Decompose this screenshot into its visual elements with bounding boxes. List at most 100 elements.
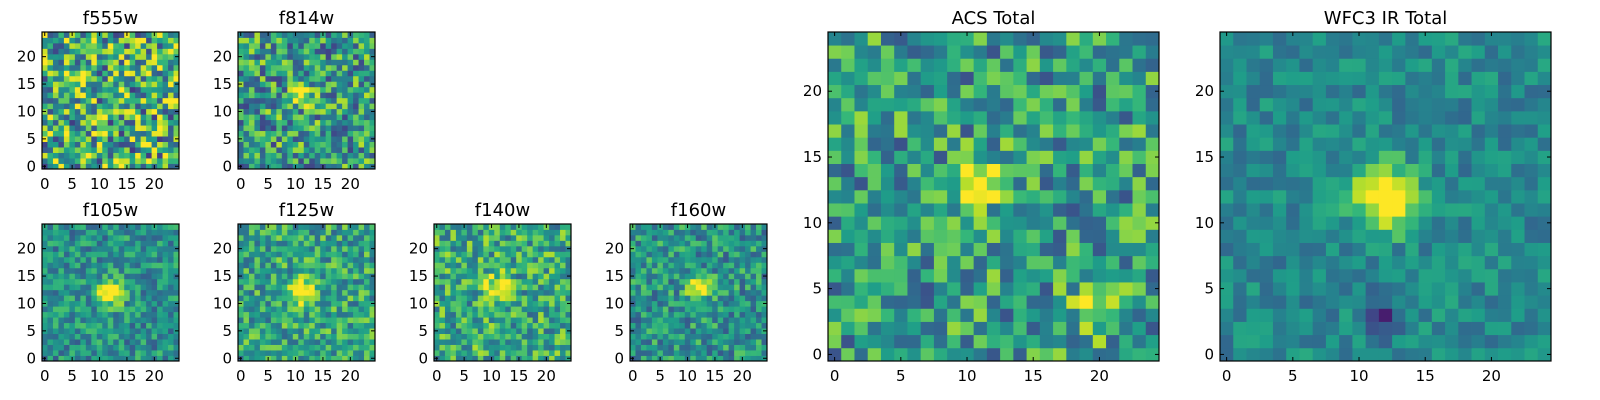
heatmap-cell bbox=[1106, 282, 1120, 296]
heatmap-cell bbox=[1039, 334, 1054, 349]
heatmap-cell bbox=[353, 322, 359, 329]
y-tick-label: 15 bbox=[409, 267, 428, 285]
heatmap-cell bbox=[1092, 32, 1107, 46]
heatmap-cell bbox=[521, 355, 528, 362]
heatmap-cell bbox=[1026, 71, 1041, 86]
heatmap-cell bbox=[1471, 216, 1486, 230]
heatmap-cell bbox=[455, 295, 462, 302]
heatmap-cell bbox=[364, 108, 370, 115]
heatmap-cell bbox=[113, 75, 120, 82]
heatmap-cell bbox=[894, 308, 908, 322]
heatmap-cell bbox=[303, 53, 310, 60]
heatmap-cell bbox=[434, 251, 440, 258]
heatmap-cell bbox=[510, 295, 517, 302]
heatmap-cell bbox=[292, 37, 299, 44]
heatmap-cell bbox=[668, 339, 675, 345]
panel-title: f105w bbox=[83, 200, 138, 221]
heatmap-cell bbox=[947, 71, 961, 86]
heatmap-cell bbox=[1026, 137, 1041, 151]
heatmap-cell bbox=[920, 150, 935, 164]
heatmap-cell bbox=[259, 42, 266, 49]
heatmap-cell bbox=[162, 350, 169, 356]
heatmap-cell bbox=[107, 141, 114, 148]
heatmap-cell bbox=[118, 234, 125, 241]
heatmap-cell bbox=[521, 344, 528, 351]
heatmap-cell bbox=[325, 289, 332, 296]
heatmap-cell bbox=[151, 141, 158, 148]
heatmap-cell bbox=[292, 328, 299, 334]
heatmap-cell bbox=[303, 37, 310, 44]
heatmap-cell bbox=[162, 229, 169, 236]
heatmap-cell bbox=[107, 333, 114, 340]
heatmap-cell bbox=[1272, 176, 1287, 191]
heatmap-cell bbox=[712, 300, 719, 307]
heatmap-cell bbox=[472, 273, 479, 280]
heatmap-cell bbox=[706, 284, 713, 291]
heatmap-cell bbox=[298, 92, 305, 99]
heatmap-cell bbox=[538, 229, 544, 236]
heatmap-cell bbox=[369, 234, 376, 241]
heatmap-cell bbox=[723, 328, 730, 334]
heatmap-cell bbox=[238, 311, 244, 318]
heatmap-cell bbox=[320, 81, 327, 88]
heatmap-cell bbox=[499, 344, 506, 351]
heatmap-cell bbox=[85, 344, 92, 351]
heatmap-cell bbox=[369, 32, 376, 38]
heatmap-cell bbox=[1299, 216, 1314, 230]
heatmap-cell bbox=[1378, 255, 1393, 270]
heatmap-cell bbox=[701, 224, 708, 230]
heatmap-cell bbox=[331, 32, 338, 38]
heatmap-cell bbox=[42, 70, 48, 77]
heatmap-cell bbox=[281, 284, 288, 291]
heatmap-cell bbox=[461, 339, 468, 345]
heatmap-cell bbox=[281, 273, 288, 280]
heatmap-cell bbox=[124, 273, 131, 280]
heatmap-cell bbox=[303, 42, 310, 49]
heatmap-cell bbox=[750, 295, 757, 302]
heatmap-cell bbox=[146, 350, 152, 356]
heatmap-cell bbox=[287, 141, 294, 148]
heatmap-cell bbox=[483, 350, 490, 356]
heatmap-cell bbox=[298, 344, 305, 351]
heatmap-cell bbox=[331, 136, 338, 142]
heatmap-cell bbox=[369, 267, 376, 274]
heatmap-cell bbox=[894, 110, 908, 125]
heatmap-cell bbox=[243, 37, 250, 44]
heatmap-cell bbox=[1132, 176, 1147, 191]
heatmap-cell bbox=[298, 141, 305, 148]
heatmap-cell bbox=[1039, 268, 1054, 283]
heatmap-cell bbox=[320, 130, 327, 137]
heatmap-cell bbox=[854, 308, 869, 322]
heatmap-cell bbox=[358, 86, 365, 93]
heatmap-cell bbox=[907, 124, 922, 138]
heatmap-cell bbox=[298, 86, 305, 93]
heatmap-cell bbox=[761, 333, 768, 340]
heatmap-cell bbox=[466, 262, 473, 269]
heatmap-cell bbox=[494, 234, 501, 241]
heatmap-cell bbox=[630, 344, 636, 351]
heatmap-cell bbox=[173, 267, 180, 274]
heatmap-cell bbox=[113, 92, 120, 99]
heatmap-cell bbox=[303, 163, 310, 170]
heatmap-cell bbox=[723, 278, 730, 285]
heatmap-cell bbox=[135, 344, 142, 351]
heatmap-cell bbox=[455, 251, 462, 258]
heatmap-cell bbox=[1339, 189, 1353, 204]
heatmap-cell bbox=[303, 141, 310, 148]
heatmap-cell bbox=[42, 267, 48, 274]
heatmap-cell bbox=[880, 84, 895, 99]
heatmap-cell bbox=[298, 322, 305, 329]
heatmap-cell bbox=[69, 81, 76, 88]
x-tick-label: 5 bbox=[263, 175, 273, 193]
heatmap-cell bbox=[538, 251, 544, 258]
heatmap-cell bbox=[472, 339, 479, 345]
heatmap-cell bbox=[756, 284, 762, 291]
x-tick-label: 0 bbox=[236, 367, 246, 385]
heatmap-cell bbox=[734, 300, 740, 307]
heatmap-cell bbox=[124, 262, 131, 269]
heatmap-cell bbox=[630, 267, 636, 274]
heatmap-cell bbox=[1312, 242, 1327, 257]
heatmap-cell bbox=[1106, 308, 1120, 322]
heatmap-cell bbox=[118, 300, 125, 307]
heatmap-cell bbox=[124, 344, 131, 351]
